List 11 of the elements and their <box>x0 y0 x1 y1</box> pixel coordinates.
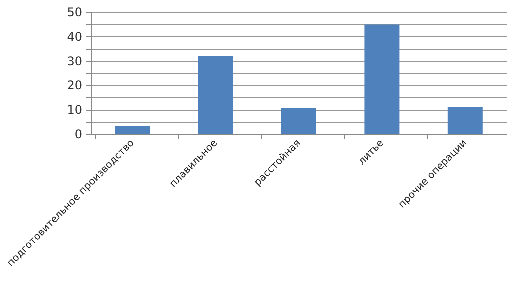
y-tick-label: 20 <box>67 78 82 93</box>
bar <box>282 108 316 134</box>
y-tick-label: 0 <box>74 128 82 142</box>
bar <box>448 107 483 134</box>
bar <box>198 56 234 134</box>
y-tick-label: 10 <box>67 103 82 118</box>
y-tick-label: 50 <box>67 6 82 20</box>
bar <box>364 24 400 134</box>
bar <box>115 126 150 134</box>
y-tick-label: 40 <box>67 30 82 44</box>
y-tick-label: 30 <box>67 54 82 68</box>
